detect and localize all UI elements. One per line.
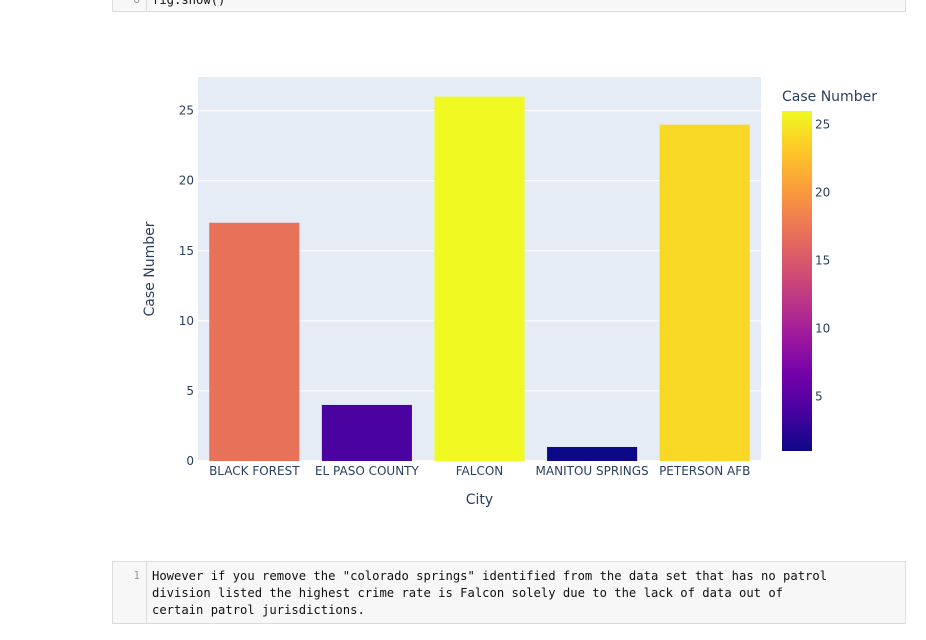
markdown-cell[interactable]: 1 However if you remove the "colorado sp… bbox=[112, 561, 906, 624]
y-tick-label: 10 bbox=[179, 314, 194, 328]
colorbar-tick-label: 15 bbox=[815, 254, 830, 268]
bar[interactable] bbox=[434, 96, 525, 462]
y-tick-label: 20 bbox=[179, 174, 194, 188]
bar[interactable] bbox=[659, 124, 750, 462]
x-tick-label: MANITOU SPRINGS bbox=[536, 464, 649, 478]
colorbar-tick-label: 5 bbox=[815, 390, 823, 404]
colorbar-tick-label: 10 bbox=[815, 322, 830, 336]
x-tick-label: BLACK FOREST bbox=[209, 464, 300, 478]
bar[interactable] bbox=[547, 446, 638, 461]
colorbar bbox=[782, 111, 812, 451]
code-text: fig.show() bbox=[152, 0, 226, 7]
colorbar-title: Case Number bbox=[782, 89, 877, 105]
colorbar-tick-label: 20 bbox=[815, 186, 830, 200]
bar-chart: 0 5 10 15 20 25 BLACK FOREST EL PASO COUNTY FAL… bbox=[142, 77, 877, 508]
x-tick-label: FALCON bbox=[456, 464, 504, 478]
x-tick-label: PETERSON AFB bbox=[659, 464, 750, 478]
y-tick-label: 0 bbox=[186, 454, 194, 468]
line-number: 1 bbox=[113, 562, 147, 623]
bar[interactable] bbox=[209, 222, 300, 461]
line-number: 8 bbox=[113, 0, 147, 11]
y-axis-title: Case Number bbox=[142, 221, 158, 316]
x-axis-title: City bbox=[466, 492, 493, 508]
markdown-text: However if you remove the "colorado spri… bbox=[152, 569, 828, 618]
colorbar-tick-label: 25 bbox=[815, 118, 830, 132]
y-tick-label: 5 bbox=[186, 384, 194, 398]
code-cell-top[interactable]: 8 fig.show() bbox=[112, 0, 906, 12]
bar[interactable] bbox=[321, 404, 412, 461]
y-tick-label: 25 bbox=[179, 104, 194, 118]
y-tick-label: 15 bbox=[179, 244, 194, 258]
x-tick-label: EL PASO COUNTY bbox=[315, 464, 420, 478]
